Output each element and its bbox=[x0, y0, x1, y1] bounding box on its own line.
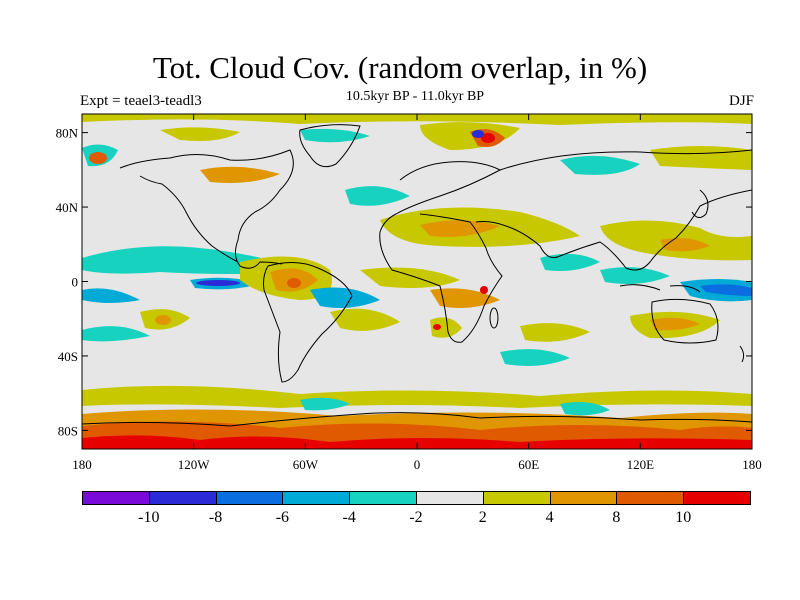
x-tick-label: 0 bbox=[414, 457, 421, 472]
colorbar-label: -2 bbox=[409, 509, 423, 526]
colorbar-swatch bbox=[549, 491, 618, 505]
colorbar bbox=[82, 491, 751, 505]
season-label: DJF bbox=[728, 93, 754, 109]
colorbar-swatch bbox=[683, 491, 751, 505]
period-subtitle: 10.5kyr BP - 11.0kyr BP bbox=[345, 89, 485, 104]
colorbar-label: 8 bbox=[612, 509, 621, 526]
colorbar-label: 2 bbox=[478, 509, 487, 526]
colorbar-swatch bbox=[482, 491, 551, 505]
y-tick-label: 0 bbox=[72, 275, 79, 290]
colorbar-swatch bbox=[349, 491, 417, 505]
x-tick-label: 60E bbox=[518, 457, 539, 472]
colorbar-label: -10 bbox=[138, 509, 160, 526]
colorbar-swatch bbox=[616, 491, 685, 505]
experiment-label: Expt = teael3-teadl3 bbox=[80, 93, 202, 109]
colorbar-label: -6 bbox=[275, 509, 290, 526]
y-tick-label: 80S bbox=[58, 423, 78, 438]
y-tick-label: 40N bbox=[56, 200, 79, 215]
colorbar-label: -4 bbox=[342, 509, 356, 526]
colorbar-label: 10 bbox=[675, 509, 692, 526]
x-tick-label: 180 bbox=[742, 457, 762, 472]
x-tick-label: 60W bbox=[293, 457, 319, 472]
colorbar-swatch bbox=[148, 491, 217, 505]
colorbar-label: 4 bbox=[545, 509, 554, 526]
colorbar-swatch bbox=[82, 491, 150, 505]
y-tick-label: 40S bbox=[58, 349, 78, 364]
colorbar-swatch bbox=[215, 491, 284, 505]
x-tick-label: 120W bbox=[178, 457, 211, 472]
coastlines bbox=[82, 124, 752, 427]
colorbar-label: -8 bbox=[208, 509, 223, 526]
x-tick-label: 120E bbox=[627, 457, 655, 472]
y-tick-label: 80N bbox=[56, 126, 79, 141]
map-title: Tot. Cloud Cov. (random overlap, in %) bbox=[152, 50, 648, 85]
colorbar-swatch bbox=[282, 491, 351, 505]
x-tick-label: 180 bbox=[72, 457, 92, 472]
axis-ticks: 180 120W 60W 0 60E 120E 180 80N 40N 0 40S 80S bbox=[56, 114, 762, 472]
colorbar-swatch bbox=[416, 491, 484, 505]
